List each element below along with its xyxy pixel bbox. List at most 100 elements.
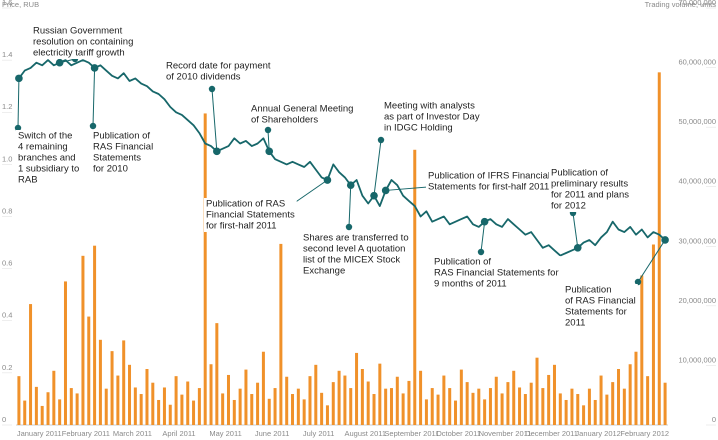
annotation-text: 9 months of 2011 (434, 279, 507, 290)
annotation-point (213, 147, 221, 156)
volume-bar (63, 281, 67, 425)
y2-axis-label: Trading volume, units (645, 0, 717, 9)
annotation-text: Meeting with analysts (384, 101, 475, 112)
annotation-point (346, 181, 355, 190)
volume-bar (343, 375, 347, 425)
annotation-leader (17, 78, 20, 129)
volume-bar (628, 364, 632, 425)
annotation-text: of RAS Financial (565, 296, 636, 307)
x-tick-label: August 2011 (345, 429, 387, 438)
annotation-text: preliminary results (551, 179, 628, 190)
annotation-dot (89, 122, 97, 130)
volume-bar (98, 339, 102, 425)
annotation-bg (426, 170, 552, 193)
y2-tick-label: 0 (712, 415, 716, 424)
annotation-text: RAB (18, 175, 38, 186)
volume-bar (552, 364, 556, 425)
volume-bar (617, 369, 621, 425)
price-line (18, 59, 666, 257)
annotation-text: resolution on containing (33, 37, 133, 48)
x-tick-label: December 2011 (525, 429, 578, 438)
volume-bar (23, 400, 27, 425)
volume-bar (401, 393, 405, 425)
volume-bar (232, 399, 236, 425)
volume-bar (256, 382, 260, 425)
volume-bar (483, 399, 487, 425)
annotation-bg (563, 284, 638, 329)
volume-bar (564, 399, 568, 425)
annotation-dot (14, 124, 22, 132)
volume-bar (448, 388, 452, 425)
volume-bar (29, 304, 33, 425)
volume-bar (518, 387, 522, 425)
volume-bar (34, 386, 38, 425)
volume-bar (570, 388, 574, 425)
volume-bar (244, 369, 248, 425)
annotation-point (265, 147, 274, 156)
volume-bar (174, 376, 178, 425)
annotation-point (55, 58, 64, 67)
volume-bar (116, 375, 120, 425)
volume-bar (413, 149, 417, 425)
volume-bar (430, 388, 434, 425)
volume-bar (192, 400, 196, 425)
annotation-dot (477, 248, 485, 256)
volume-bar (238, 388, 242, 425)
annotation-point (370, 191, 378, 200)
annotation-dot (345, 223, 353, 231)
volume-bar (52, 370, 56, 425)
annotation-text: Publication (565, 285, 611, 296)
volume-bar (384, 388, 388, 425)
x-tick-label: September 2011 (384, 429, 439, 438)
volume-bar (465, 382, 469, 425)
volume-bar (308, 376, 312, 425)
annotation-text: Publication of RAS (206, 199, 285, 210)
annotation-point (90, 64, 99, 72)
volume-bar (477, 388, 481, 425)
y-axis-label: Price, RUB (2, 0, 39, 9)
annotation-text: Publication of (93, 131, 150, 142)
annotation-leader (348, 185, 352, 228)
volume-bar (436, 394, 440, 425)
annotation-text: for 2010 (93, 164, 128, 175)
x-tick-label: October 2011 (436, 429, 481, 438)
annotation-bg (382, 100, 482, 134)
volume-bar (17, 376, 21, 425)
y-tick-label: 0.8 (2, 206, 12, 215)
volume-bar (104, 388, 108, 425)
volume-bar (215, 323, 219, 425)
annotation-text: Publication of (434, 257, 491, 268)
volume-bar (314, 364, 318, 425)
volume-bar (133, 387, 137, 425)
volume-bar (285, 376, 289, 425)
volume-bar (279, 243, 283, 425)
y2-tick-label: 50,000,000 (678, 117, 716, 126)
volume-bar (302, 399, 306, 425)
volume-bar (250, 394, 254, 425)
volume-bar (331, 382, 335, 425)
annotation-text: Record date for payment (166, 61, 271, 72)
y2-tick-label: 70,000,000 (678, 0, 716, 7)
x-tick-label: March 2011 (113, 429, 152, 438)
volume-bar (535, 357, 539, 425)
annotation-text: second level A quotation (303, 244, 405, 255)
annotation-point (15, 74, 23, 83)
volume-bar (360, 369, 364, 425)
annotation-leader (373, 139, 382, 196)
annotation-point (323, 176, 332, 184)
y-tick-label: 1.4 (2, 50, 12, 59)
volume-bar (139, 394, 143, 425)
x-tick-label: April 2011 (162, 429, 195, 438)
volume-bar (454, 400, 458, 425)
annotation-point (661, 236, 669, 244)
volume-bar (197, 388, 201, 425)
volume-bar (593, 399, 597, 425)
volume-bar (209, 364, 213, 425)
annotation-text: Statements for first-half 2011 (428, 182, 549, 193)
x-tick-label: June 2011 (255, 429, 289, 438)
annotation-text: Shares are transferred to (303, 233, 409, 244)
volume-bar (349, 388, 353, 425)
volume-bar (506, 382, 510, 425)
annotation-point (573, 243, 582, 252)
